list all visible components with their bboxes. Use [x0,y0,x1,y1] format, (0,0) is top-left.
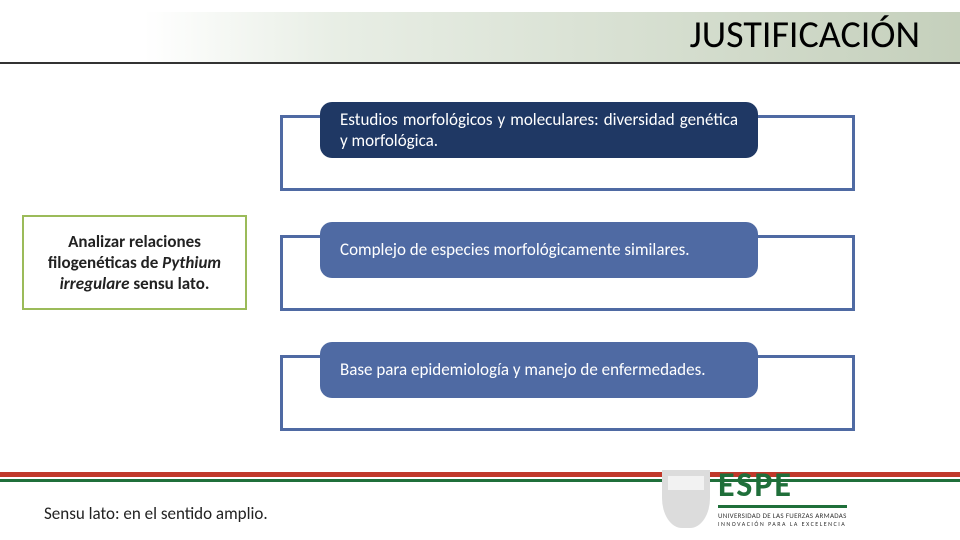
left-line2-italic: Pythium [162,252,221,273]
logo-espe: ESPE [718,471,847,502]
title-underline [0,62,960,64]
left-box-text: Analizar relaciones filogenéticas de Pyt… [48,231,221,295]
pill-2: Base para epidemiología y manejo de enfe… [320,342,758,398]
left-line3-italic: irregulare [60,273,130,294]
logo-green-bar [718,505,847,508]
left-line3-post: sensu lato. [130,273,210,294]
left-line2-pre: filogenéticas de [48,252,162,273]
page-title: JUSTIFICACIÓN [690,12,920,58]
footnote: Sensu lato: en el sentido amplio. [44,503,268,524]
left-box: Analizar relaciones filogenéticas de Pyt… [22,215,247,310]
shield-icon [662,470,710,528]
logo-uni: UNIVERSIDAD DE LAS FUERZAS ARMADAS [718,511,847,520]
pill-1: Complejo de especies morfológicamente si… [320,222,758,278]
left-line1: Analizar relaciones [68,231,201,252]
logo: ESPE UNIVERSIDAD DE LAS FUERZAS ARMADAS … [662,470,942,528]
logo-tag: INNOVACIÓN PARA LA EXCELENCIA [718,520,847,528]
pill-0: Estudios morfológicos y moleculares: div… [320,102,758,158]
